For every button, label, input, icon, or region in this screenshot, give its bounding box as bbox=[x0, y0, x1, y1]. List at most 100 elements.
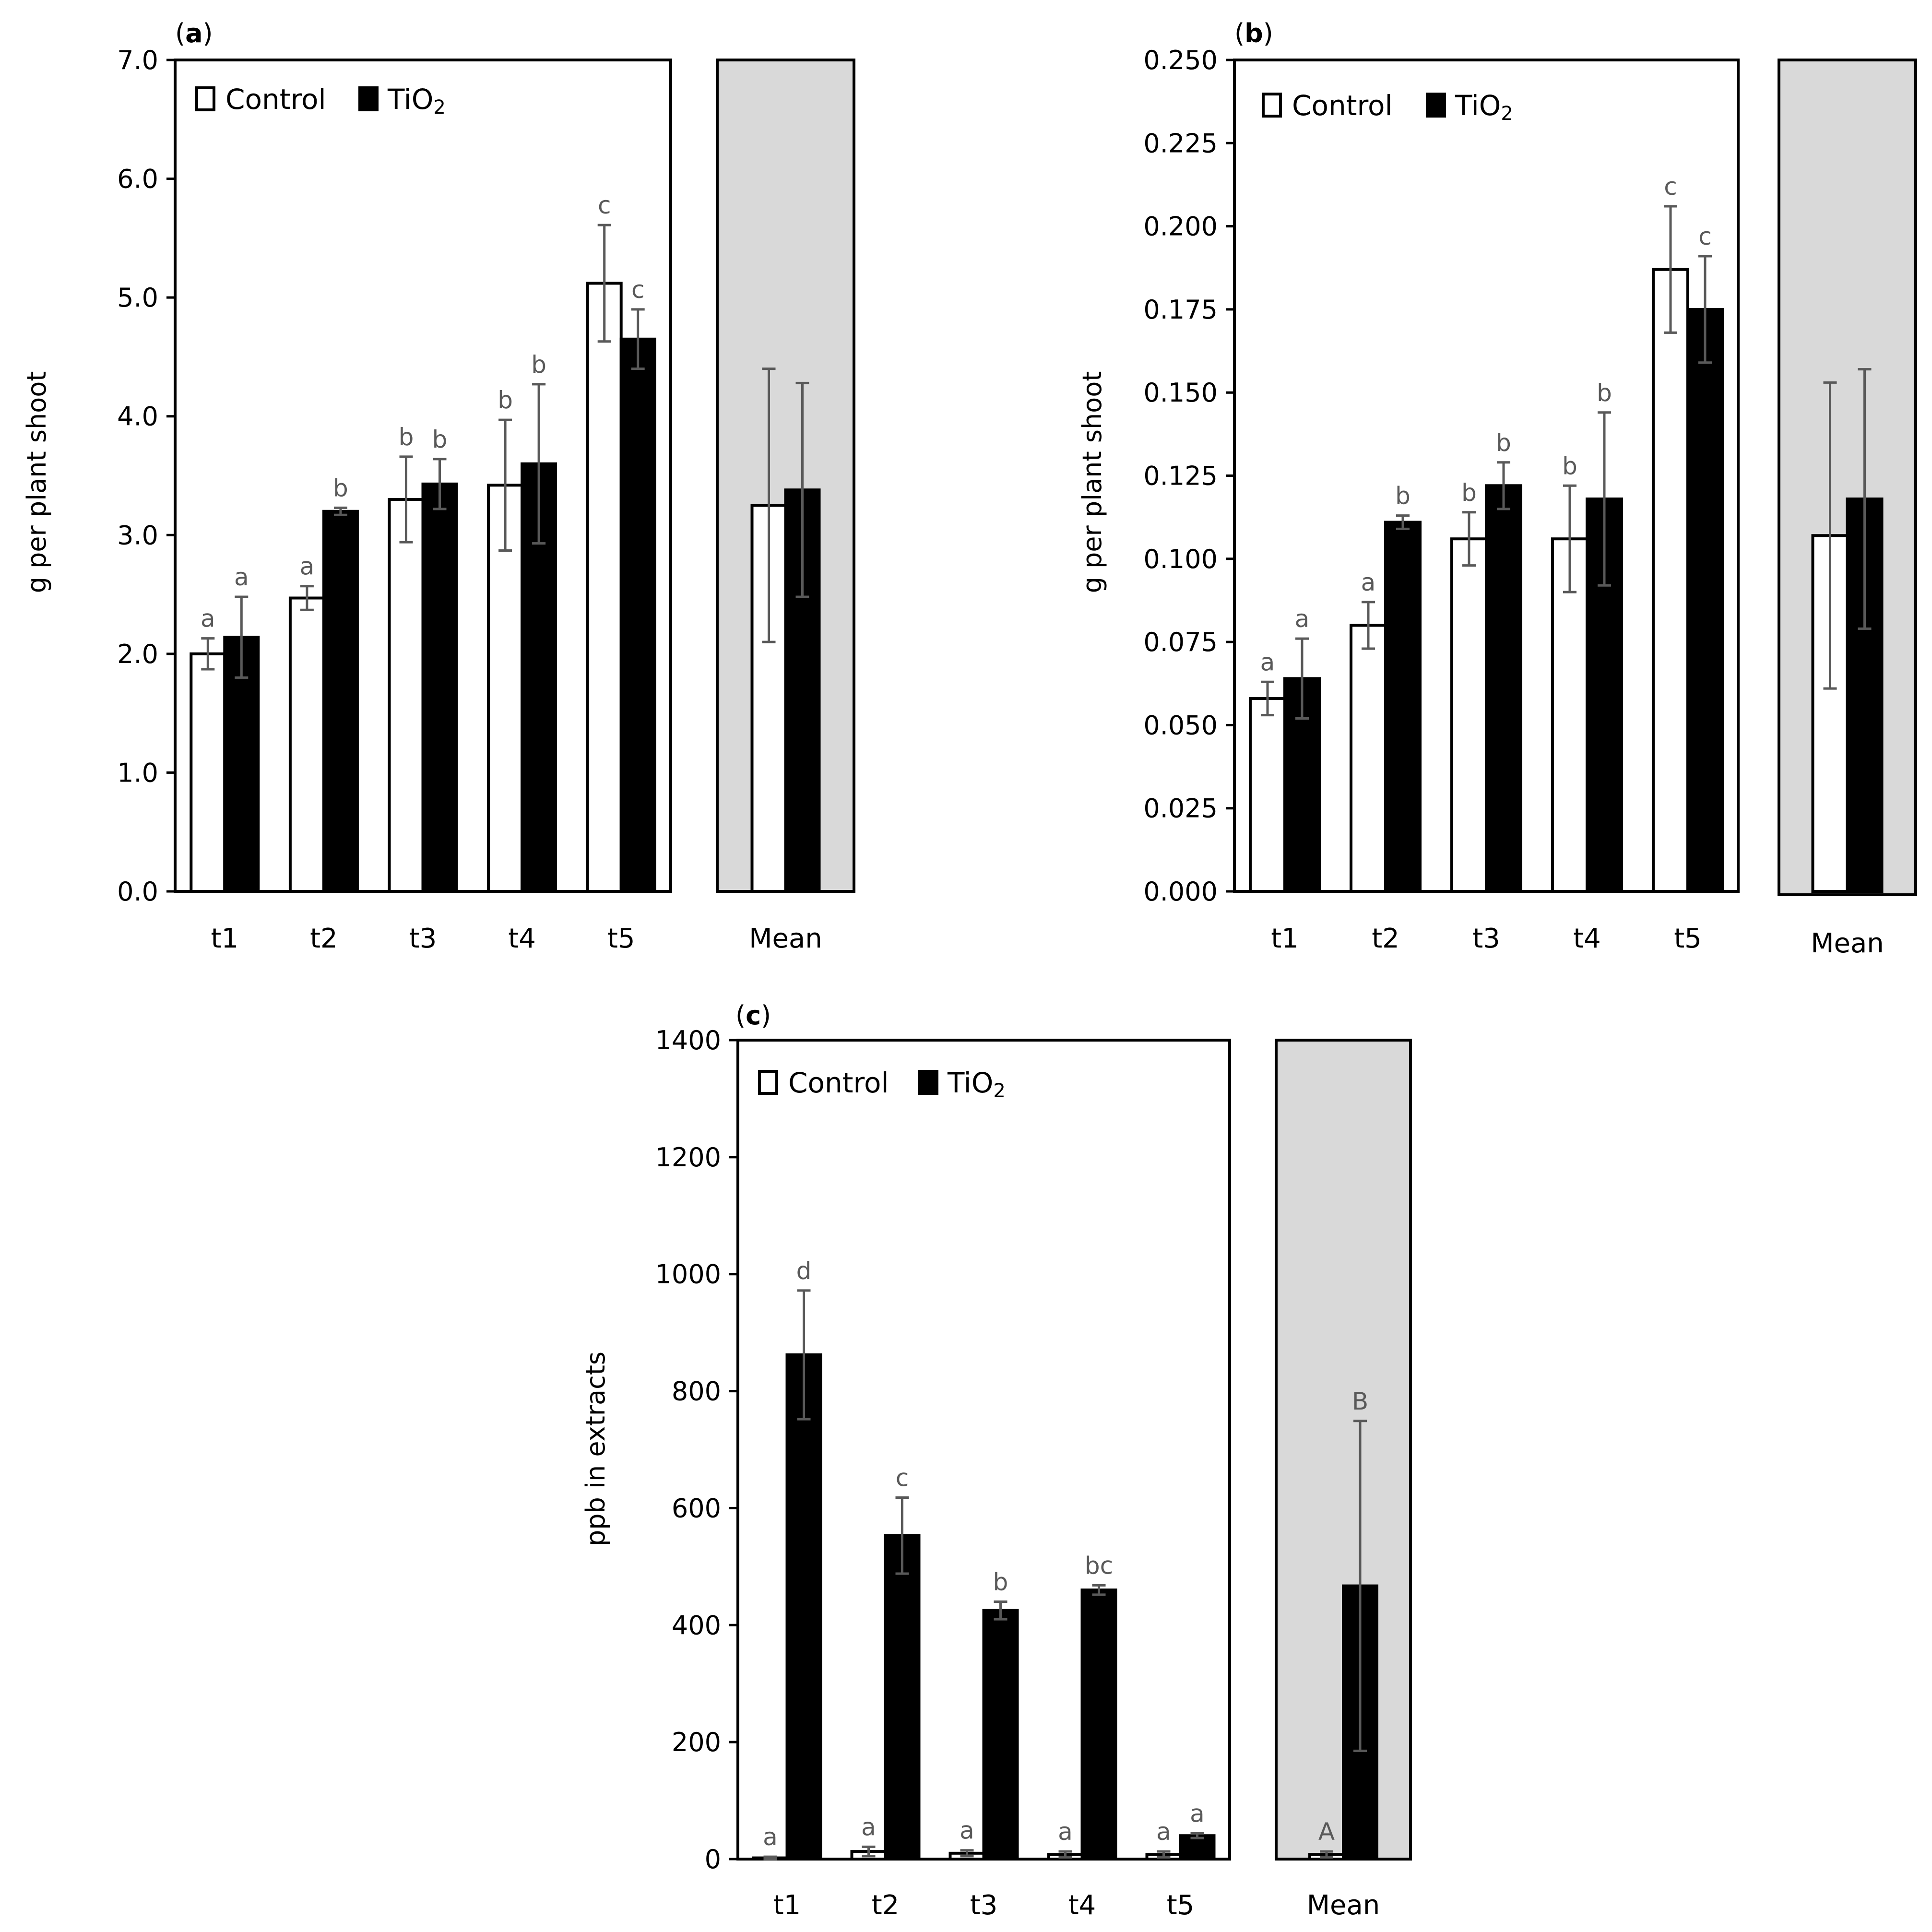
mean-bar-control bbox=[1811, 534, 1849, 893]
legend-control-swatch bbox=[1262, 93, 1282, 118]
x-category-label: Mean bbox=[1811, 928, 1884, 959]
legend-tio2-label: TiO2 bbox=[1455, 89, 1513, 125]
panel-a: (a) g per plant shoot 0.0 1.0 2.0 3.0 4.0 5.0… bbox=[22, 18, 855, 954]
y-tick-label: 6.0 bbox=[117, 164, 158, 194]
panel-a-label: (a) bbox=[175, 18, 213, 48]
x-category-label: t2 bbox=[872, 1890, 900, 1921]
legend-control-label: Control bbox=[788, 1067, 889, 1099]
category-t4-error-bar-control bbox=[498, 418, 512, 552]
mean-significance-label: B bbox=[1352, 1387, 1368, 1415]
y-tick-label: 0.100 bbox=[1143, 544, 1218, 574]
category-t5-significance-label: c bbox=[598, 191, 611, 219]
category-t2-bar-tio2 bbox=[322, 510, 359, 893]
x-category-label: Mean bbox=[749, 923, 822, 954]
category-t4-error-bar-tio2 bbox=[1598, 411, 1611, 587]
x-category-label: t1 bbox=[1271, 923, 1299, 954]
x-category-label: t4 bbox=[1068, 1890, 1096, 1921]
legend-tio2-label: TiO2 bbox=[387, 83, 446, 119]
category-t3-bar-tio2 bbox=[982, 1609, 1019, 1861]
y-tick-label: 800 bbox=[672, 1376, 721, 1407]
category-t4-error-bar-tio2 bbox=[1092, 1584, 1106, 1596]
category-t4-significance-label: a bbox=[1058, 1818, 1073, 1846]
y-tick-label: 1.0 bbox=[117, 758, 158, 788]
category-t2-error-bar-control bbox=[1362, 601, 1375, 650]
category-t4-significance-label: b bbox=[1597, 379, 1612, 407]
x-category-label: t3 bbox=[970, 1890, 998, 1921]
x-category-label: t3 bbox=[1472, 923, 1500, 954]
category-t1-error-bar-tio2 bbox=[235, 595, 249, 679]
x-category-label: t4 bbox=[1573, 923, 1601, 954]
category-t5-error-bar-tio2 bbox=[1190, 1832, 1204, 1839]
category-t5-bar-tio2 bbox=[619, 337, 656, 893]
y-tick-label: 0 bbox=[705, 1844, 721, 1874]
x-category-label: Mean bbox=[1307, 1890, 1380, 1921]
y-tick-label: 0.200 bbox=[1143, 212, 1218, 242]
y-tick-label: 4.0 bbox=[117, 402, 158, 432]
y-tick-label: 7.0 bbox=[117, 45, 158, 75]
legend-control-label: Control bbox=[1292, 89, 1393, 122]
category-t1-bar-tio2 bbox=[223, 636, 260, 893]
category-t5-error-bar-control bbox=[1157, 1850, 1171, 1859]
panel-c-label: (c) bbox=[735, 1000, 771, 1031]
panel-c-y-axis: 0 200 400 600 800 1000 1200 1400 bbox=[655, 1025, 738, 1874]
category-t3-error-bar-tio2 bbox=[1497, 461, 1510, 510]
category-t2-significance-label: b bbox=[1395, 482, 1410, 510]
legend-control-label: Control bbox=[225, 83, 326, 116]
category-t3-significance-label: a bbox=[960, 1817, 974, 1845]
category-t2-error-bar-tio2 bbox=[333, 506, 347, 516]
mean-error-bar-tio2 bbox=[795, 381, 809, 598]
y-tick-label: 0.0 bbox=[117, 877, 158, 907]
category-t5-bar-tio2 bbox=[1686, 308, 1724, 893]
x-category-label: t1 bbox=[773, 1890, 801, 1921]
panel-a-letter: a bbox=[185, 18, 202, 48]
x-category-label: t2 bbox=[310, 923, 338, 954]
y-tick-label: 0.075 bbox=[1143, 627, 1218, 657]
category-t3-error-bar-control bbox=[1462, 511, 1476, 567]
y-tick-label: 200 bbox=[672, 1727, 721, 1757]
category-t2-error-bar-control bbox=[862, 1845, 876, 1858]
category-t2-bar-control bbox=[288, 596, 325, 893]
category-t3-error-bar-tio2 bbox=[994, 1600, 1007, 1621]
category-t5-significance-label: c bbox=[1698, 223, 1712, 250]
panel-b-label: (b) bbox=[1234, 18, 1273, 48]
legend-tio2-swatch bbox=[918, 1070, 938, 1095]
category-t4-error-bar-control bbox=[1563, 484, 1576, 593]
category-t1-significance-label: a bbox=[1295, 605, 1310, 633]
panel-c-legend: Control TiO2 bbox=[758, 1067, 1006, 1102]
category-t1-error-bar-control bbox=[1261, 680, 1274, 717]
y-tick-label: 600 bbox=[672, 1493, 721, 1523]
category-t3-bar-control bbox=[1450, 537, 1488, 893]
legend-control-swatch bbox=[195, 86, 215, 111]
category-t4-significance-label: bc bbox=[1085, 1552, 1113, 1579]
category-t1-error-bar-control bbox=[763, 1855, 777, 1861]
panel-c-letter: c bbox=[746, 1000, 761, 1031]
category-t2-significance-label: b bbox=[333, 474, 348, 502]
y-tick-label: 1200 bbox=[655, 1142, 721, 1173]
y-tick-label: 3.0 bbox=[117, 520, 158, 550]
category-t1-error-bar-tio2 bbox=[797, 1289, 811, 1421]
category-t4-significance-label: b bbox=[498, 386, 513, 414]
y-tick-label: 0.250 bbox=[1143, 45, 1218, 75]
category-t5-significance-label: a bbox=[1190, 1800, 1205, 1827]
category-t1-error-bar-tio2 bbox=[1295, 637, 1309, 720]
panel-c: (c) ppb in extracts 0 200 400 600 800 1000 120… bbox=[581, 1000, 1412, 1921]
mean-error-bar-tio2 bbox=[1353, 1420, 1367, 1752]
category-t2-error-bar-tio2 bbox=[895, 1496, 909, 1575]
category-t1-significance-label: a bbox=[234, 563, 249, 591]
y-tick-label: 0.150 bbox=[1143, 378, 1218, 408]
category-t1-bar-control bbox=[1249, 697, 1286, 893]
x-category-label: t1 bbox=[211, 923, 239, 954]
x-category-label: t5 bbox=[607, 923, 635, 954]
panel-b-letter: b bbox=[1245, 18, 1263, 48]
y-tick-label: 5.0 bbox=[117, 283, 158, 313]
category-t4-bar-tio2 bbox=[1080, 1588, 1117, 1861]
category-t3-significance-label: b bbox=[432, 426, 448, 453]
y-tick-label: 1000 bbox=[655, 1259, 721, 1290]
panel-a-y-axis-label: g per plant shoot bbox=[22, 371, 52, 593]
panel-b: (b) g per plant shoot 0.0000.0250.0500.0… bbox=[1077, 18, 1917, 959]
category-t2-bar-tio2 bbox=[1384, 521, 1422, 893]
category-t3-error-bar-control bbox=[399, 455, 413, 544]
category-t5-error-bar-control bbox=[1664, 205, 1677, 334]
